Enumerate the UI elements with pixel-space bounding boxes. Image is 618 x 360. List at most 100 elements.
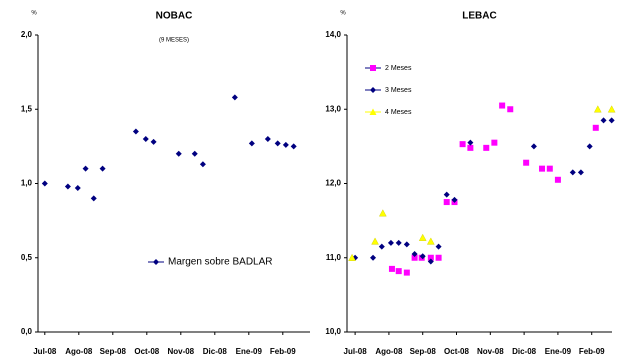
marker: [539, 165, 546, 172]
marker: [348, 253, 356, 261]
marker: [369, 108, 377, 115]
marker: [395, 239, 402, 246]
chart-title: NOBAC: [156, 11, 193, 22]
marker: [418, 233, 427, 241]
marker: [467, 144, 474, 151]
chart-subtitle: (9 MESES): [159, 38, 189, 44]
marker: [199, 161, 206, 168]
marker: [569, 169, 576, 176]
y-tick-label: 14,0: [325, 30, 341, 39]
marker: [74, 184, 81, 191]
marker: [411, 251, 418, 258]
marker: [370, 254, 377, 261]
marker: [593, 105, 602, 113]
marker: [153, 259, 159, 265]
marker: [608, 117, 615, 124]
marker: [150, 138, 157, 145]
marker: [435, 254, 442, 261]
y-tick-label: 1,0: [21, 179, 33, 188]
marker: [378, 209, 387, 217]
x-tick-label: Ago-08: [65, 347, 93, 356]
marker: [274, 140, 281, 147]
marker: [523, 159, 530, 166]
marker: [403, 269, 410, 276]
marker: [370, 87, 376, 93]
y-tick-label: 13,0: [325, 104, 341, 113]
x-tick-label: Ago-08: [375, 347, 403, 356]
marker: [577, 169, 584, 176]
x-tick-label: Sep-08: [100, 347, 127, 356]
x-tick-label: Jul-08: [344, 347, 368, 356]
x-tick-label: Dic-08: [203, 347, 228, 356]
x-tick-label: Ene-09: [236, 347, 263, 356]
y-tick-label: 12,0: [325, 179, 341, 188]
marker: [403, 241, 410, 248]
y-tick-label: 2,0: [21, 30, 33, 39]
marker: [191, 150, 198, 157]
y-tick-label: 0,5: [21, 253, 33, 262]
marker: [530, 143, 537, 150]
marker: [99, 165, 106, 172]
marker: [607, 105, 616, 113]
marker: [264, 135, 271, 142]
legend-label: Margen sobre BADLAR: [168, 257, 273, 268]
marker: [554, 176, 561, 183]
marker: [507, 106, 514, 113]
marker: [451, 196, 458, 203]
x-tick-label: Feb-09: [270, 347, 296, 356]
y-unit: %: [340, 11, 346, 17]
marker: [546, 165, 553, 172]
x-tick-label: Oct-08: [134, 347, 159, 356]
x-tick-label: Oct-08: [444, 347, 469, 356]
marker: [419, 253, 426, 260]
marker: [600, 117, 607, 124]
marker: [370, 65, 376, 71]
marker: [378, 243, 385, 250]
marker: [467, 139, 474, 146]
x-tick-label: Jul-08: [33, 347, 57, 356]
legend-label: 2 Meses: [385, 65, 412, 72]
marker: [395, 268, 402, 275]
marker: [82, 165, 89, 172]
x-tick-label: Nov-08: [167, 347, 194, 356]
y-tick-label: 11,0: [326, 253, 342, 262]
marker: [483, 144, 490, 151]
marker: [290, 143, 297, 150]
marker: [411, 254, 418, 261]
marker: [387, 239, 394, 246]
marker: [592, 124, 599, 131]
x-tick-label: Nov-08: [477, 347, 504, 356]
marker: [443, 199, 450, 206]
y-tick-label: 10,0: [325, 327, 341, 336]
marker: [435, 243, 442, 250]
marker: [459, 141, 466, 148]
marker: [443, 191, 450, 198]
marker: [231, 94, 238, 101]
y-tick-label: 1,5: [21, 104, 33, 113]
legend-label: 4 Meses: [385, 109, 412, 116]
marker: [175, 150, 182, 157]
marker: [41, 180, 48, 187]
marker: [371, 237, 379, 245]
x-tick-label: Sep-08: [410, 347, 437, 356]
marker: [142, 135, 149, 142]
marker: [491, 139, 498, 146]
chart-title: LEBAC: [462, 11, 496, 22]
marker: [248, 140, 255, 147]
marker: [426, 237, 435, 245]
y-unit: %: [31, 11, 37, 17]
marker: [64, 183, 71, 190]
y-tick-label: 0,0: [21, 327, 33, 336]
x-tick-label: Ene-09: [545, 347, 572, 356]
marker: [132, 128, 139, 135]
marker: [282, 141, 289, 148]
marker: [90, 195, 97, 202]
marker: [499, 102, 506, 109]
legend-label: 3 Meses: [385, 87, 412, 94]
marker: [427, 258, 434, 265]
marker: [427, 254, 434, 261]
marker: [586, 143, 593, 150]
marker: [388, 265, 395, 272]
x-tick-label: Feb-09: [579, 347, 605, 356]
